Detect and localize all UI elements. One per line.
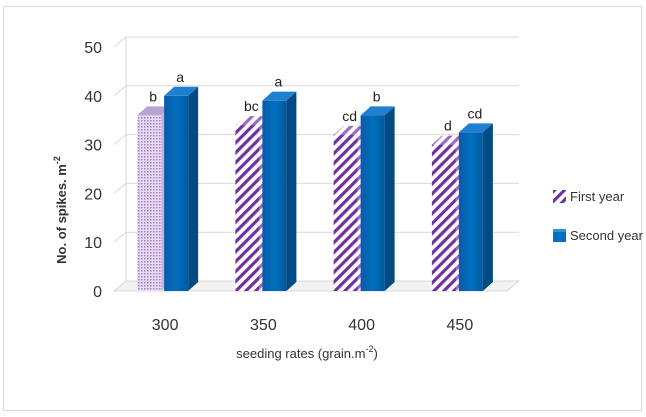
gridline-side-50 — [113, 36, 127, 48]
significance-letter-second-year-450: cd — [467, 105, 482, 121]
bar-top — [458, 123, 493, 133]
bar-front — [262, 100, 287, 292]
bar-front — [137, 115, 162, 291]
x-tick-label-300: 300 — [152, 317, 179, 334]
significance-letter-second-year-300: a — [176, 69, 184, 85]
bar-top — [137, 106, 172, 116]
bar-second-year-400 — [360, 106, 395, 291]
legend: First year Second year — [553, 189, 644, 243]
bar-front — [458, 132, 483, 291]
y-tick-label-50: 50 — [84, 40, 102, 57]
significance-letter-first-year-400: cd — [342, 108, 357, 124]
bar-top — [164, 86, 199, 96]
bar-second-year-350 — [262, 91, 297, 292]
bar-top — [360, 106, 395, 116]
bar-front — [333, 134, 358, 291]
y-tick-label-30: 30 — [84, 138, 102, 155]
legend-label-second-year: Second year — [570, 228, 644, 243]
bars — [137, 86, 493, 292]
bar-top — [262, 91, 297, 101]
bar-front — [360, 115, 385, 291]
gridline-side-10 — [113, 231, 127, 243]
significance-letter-first-year-450: d — [444, 118, 452, 134]
bar-side — [482, 123, 493, 292]
gridline-side-30 — [113, 134, 127, 145]
legend-label-first-year: First year — [570, 189, 625, 204]
bar-top — [431, 135, 466, 145]
legend-swatch-second-year — [553, 229, 566, 242]
significance-letter-second-year-400: b — [373, 88, 381, 104]
bar-front — [235, 125, 260, 291]
significance-letter-first-year-300: b — [149, 88, 157, 104]
chart-frame — [3, 6, 642, 411]
y-tick-label-0: 0 — [93, 284, 102, 301]
bar-front — [164, 95, 189, 291]
legend-swatch-second-year-highlight — [553, 229, 566, 232]
bar-front — [431, 144, 456, 291]
y-tick-label-10: 10 — [84, 235, 102, 252]
x-tick-label-400: 400 — [348, 317, 375, 334]
y-tick-label-40: 40 — [84, 89, 102, 106]
significance-letter-second-year-350: a — [274, 74, 282, 90]
bar-top — [235, 116, 270, 126]
bar-side — [188, 86, 199, 291]
x-axis-title: seeding rates (grain.m-2) — [236, 344, 378, 361]
axes: 0 10 20 30 40 50 — [84, 40, 102, 301]
y-tick-label-20: 20 — [84, 186, 102, 203]
bar-top — [333, 125, 368, 135]
gridline-side-40 — [113, 85, 127, 97]
y-axis-title: No. of spikes. m-2 — [52, 156, 69, 264]
x-tick-label-350: 350 — [250, 317, 277, 334]
bar-side — [286, 91, 297, 292]
significance-letter-first-year-350: bc — [244, 98, 259, 114]
legend-swatch-first-year — [553, 190, 566, 203]
bar-side — [384, 106, 395, 291]
gridline-side-20 — [113, 183, 127, 194]
x-tick-label-450: 450 — [447, 317, 474, 334]
bar-second-year-450 — [458, 123, 493, 292]
bar-second-year-300 — [164, 86, 199, 291]
